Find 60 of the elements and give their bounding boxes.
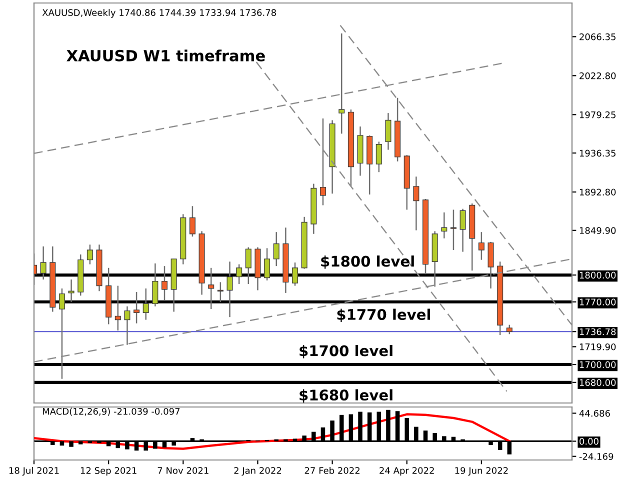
bar (60, 441, 64, 446)
x-tick-label: 2 Jan 2022 (234, 467, 282, 476)
candlestick (385, 112, 392, 150)
candlestick (142, 288, 149, 320)
candlestick (236, 264, 242, 285)
y-tick-label: 1770.00 (580, 298, 616, 306)
y-tick-label: 1892.80 (580, 188, 616, 196)
candlestick (338, 32, 345, 134)
y-tick-label: 1680.00 (580, 379, 616, 386)
ref-line-label: $1770 level (337, 308, 430, 322)
y-tick-label: 1800.00 (580, 272, 616, 279)
y-tick-label: 2022.80 (580, 72, 616, 80)
candlestick (226, 260, 233, 318)
candlestick (506, 324, 512, 335)
candlestick (292, 262, 298, 286)
y-tick-label: 1719.90 (580, 343, 616, 350)
candlestick (376, 141, 382, 173)
y-tick-label: 1979.25 (580, 111, 616, 118)
bar (69, 441, 74, 447)
annotation: XAUUSD W1 timeframe (66, 50, 265, 62)
candlestick (441, 212, 448, 239)
candlestick (189, 206, 196, 238)
candlestick (68, 278, 74, 303)
x-tick-label: 19 Jun 2022 (455, 467, 508, 476)
candlestick (208, 267, 214, 310)
candlestick (161, 265, 168, 301)
x-tick-label: 7 Nov 2021 (158, 467, 208, 474)
x-tick-label: 27 Feb 2022 (304, 466, 360, 474)
candlestick (40, 246, 46, 280)
y-tick-label: 44.686 (579, 410, 610, 417)
candlestick (86, 244, 93, 265)
candlestick (273, 231, 280, 267)
x-tick-label: 12 Sep 2021 (80, 467, 136, 476)
y-tick-label: 1936.35 (580, 150, 616, 157)
y-tick-label: 0.00 (580, 438, 598, 445)
y-tick-label: 1736.78 (580, 328, 616, 336)
ref-line-label: $1800 level (321, 255, 414, 269)
ref-line-label: $1700 level (300, 344, 392, 358)
candlestick (460, 208, 466, 252)
y-tick-label: 1700.00 (580, 361, 616, 368)
candlestick (245, 246, 252, 285)
candlestick (58, 288, 65, 380)
candlestick (114, 285, 121, 332)
candlestick (134, 291, 140, 324)
candlestick (152, 262, 158, 307)
chart-title: MACD(12,26,9) -21.039 -0.097 (42, 408, 180, 416)
candlestick (478, 231, 484, 260)
x-tick-label: 24 Apr 2022 (380, 467, 434, 476)
candlestick (217, 282, 224, 303)
x-tick-label: 18 Jul 2021 (9, 466, 59, 476)
candlestick (413, 176, 420, 231)
y-tick-label: 1849.90 (580, 227, 616, 234)
candlestick (124, 306, 130, 346)
candlestick (320, 118, 326, 206)
candlestick (450, 209, 456, 251)
text: XAUUSD,Weekly 1740.86 1744.39 1733.94 1736.78 (42, 9, 276, 18)
y-tick-label: 2066.35 (580, 33, 616, 40)
ref-line-label: $1680 level (300, 389, 392, 402)
candlestick (264, 248, 270, 282)
y-tick-label: -24.169 (579, 453, 614, 460)
